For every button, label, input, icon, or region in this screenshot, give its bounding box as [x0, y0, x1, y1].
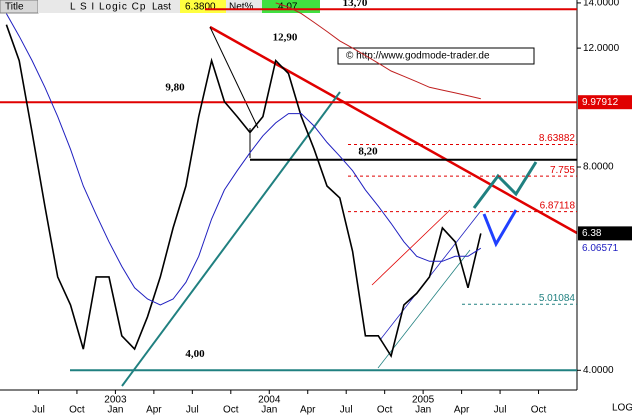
- level-label: 8,20: [358, 145, 378, 157]
- instrument-name: L S I Logic Cp: [70, 2, 146, 13]
- level-label: 4,00: [185, 348, 205, 360]
- x-tick-label: Oct: [531, 405, 547, 416]
- y-tick-label: 8.0000: [583, 162, 614, 173]
- axis-marker-label: 6.38: [582, 228, 602, 239]
- guide-line: [209, 26, 259, 129]
- x-tick-label: Jul: [494, 405, 507, 416]
- fib-label: 7.755: [550, 165, 575, 176]
- copyright: © http://www.godmode-trader.de: [346, 51, 490, 62]
- title: Title: [5, 2, 24, 13]
- series-line: [275, 2, 481, 100]
- year-label: 2005: [412, 395, 435, 406]
- year-label: 2003: [104, 395, 127, 406]
- axis-marker-box: [578, 226, 632, 241]
- x-tick-label: Oct: [377, 405, 393, 416]
- fib-label: 5.01084: [539, 293, 576, 304]
- y-tick-label: 4.0000: [583, 365, 614, 376]
- channel-line: [371, 209, 451, 286]
- last-value: 6.3800: [185, 2, 216, 13]
- x-tick-label: Jul: [340, 405, 353, 416]
- annotation: 9,80: [165, 82, 185, 94]
- y-tick-label: 14.0000: [583, 0, 620, 9]
- y-tick-label: 12.0000: [583, 43, 620, 54]
- x-tick-label: Jul: [186, 405, 199, 416]
- x-tick-label: Apr: [454, 405, 470, 416]
- last-caption: Last: [152, 2, 171, 13]
- x-tick-label: Jan: [261, 405, 277, 416]
- copyright-box: [337, 47, 535, 65]
- level-axis-label: 9.97912: [582, 97, 619, 108]
- x-tick-label: Apr: [146, 405, 162, 416]
- net-caption: Net%: [229, 2, 254, 13]
- annotation: 12,90: [273, 32, 298, 44]
- x-tick-label: Jan: [415, 405, 431, 416]
- axis-marker-label: 6.06571: [582, 243, 619, 254]
- x-tick-label: Oct: [223, 405, 239, 416]
- series-line: [5, 24, 482, 359]
- scale-label: LOG: [612, 403, 632, 414]
- scenario-arrow: [482, 209, 518, 248]
- x-tick-label: Jan: [107, 405, 123, 416]
- series-line: [5, 13, 482, 306]
- level-label: 13,70: [343, 0, 368, 9]
- scenario-arrow: [472, 161, 538, 209]
- x-tick-label: Jul: [32, 405, 45, 416]
- support-trendline: [121, 91, 341, 387]
- fib-label: 8.63882: [539, 133, 576, 144]
- fib-label: 6.87118: [540, 200, 576, 211]
- resistance-trendline: [209, 25, 578, 235]
- x-tick-label: Oct: [69, 405, 85, 416]
- level-axis-box: [578, 95, 632, 110]
- year-label: 2004: [258, 395, 281, 406]
- x-tick-label: Apr: [300, 405, 316, 416]
